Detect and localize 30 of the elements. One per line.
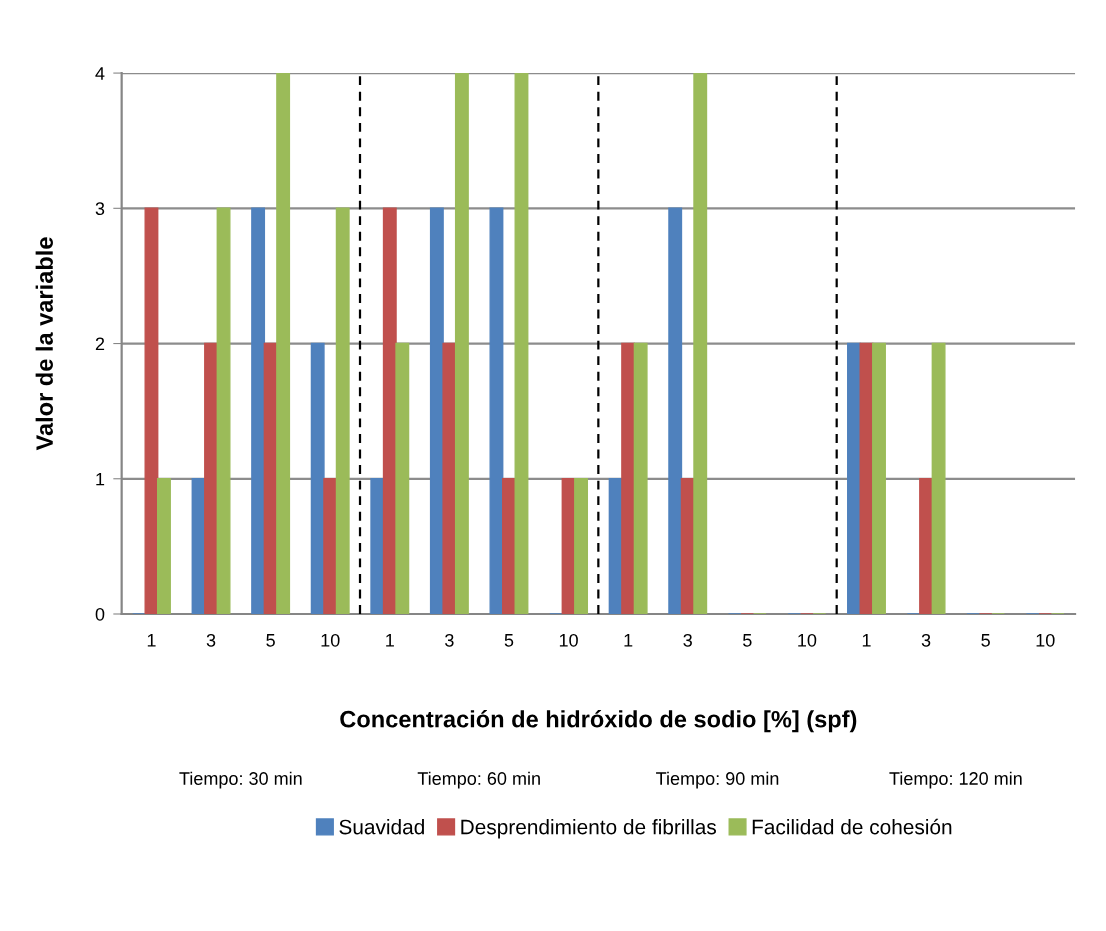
y-tick-label: 0: [95, 607, 105, 621]
y-tick-label: 4: [95, 67, 105, 80]
x-tick-label: 3: [921, 633, 931, 647]
text: Tiempo: 30 min: [179, 771, 302, 789]
x-tick-label: 1: [147, 634, 156, 647]
x-tick-label: 1: [386, 634, 394, 647]
legend-label: Facilidad de cohesión: [752, 818, 952, 835]
x-tick-label: 3: [445, 633, 454, 647]
x-tick-label: 3: [683, 633, 692, 647]
y-axis-title: Valor de la variable: [35, 237, 53, 451]
x-tick-label: 1: [862, 634, 871, 647]
y-tick-label: 1: [96, 472, 105, 486]
text: Tiempo: 60 min: [417, 771, 540, 789]
x-tick-label: 10: [559, 633, 578, 647]
x-tick-label: 10: [321, 633, 340, 647]
x-tick-label: 5: [266, 634, 275, 647]
x-tick-label: 1: [624, 634, 633, 647]
x-tick-label: 10: [798, 633, 817, 647]
legend-label: Desprendimiento de fibrillas: [461, 819, 716, 839]
text: Tiempo: 90 min: [656, 771, 779, 789]
x-tick-label: 5: [504, 634, 514, 647]
x-tick-label: 3: [206, 633, 216, 647]
y-tick-label: 3: [95, 202, 105, 216]
text: Tiempo: 120 min: [889, 771, 1022, 789]
x-tick-label: 5: [743, 634, 752, 647]
x-tick-label: 5: [981, 634, 990, 647]
legend-label: Suavidad: [339, 819, 424, 835]
x-tick-label: 10: [1036, 633, 1055, 647]
x-axis-title: Concentración de hidróxido de sodio [%] (spf): [340, 709, 857, 733]
y-tick-label: 2: [95, 337, 105, 351]
